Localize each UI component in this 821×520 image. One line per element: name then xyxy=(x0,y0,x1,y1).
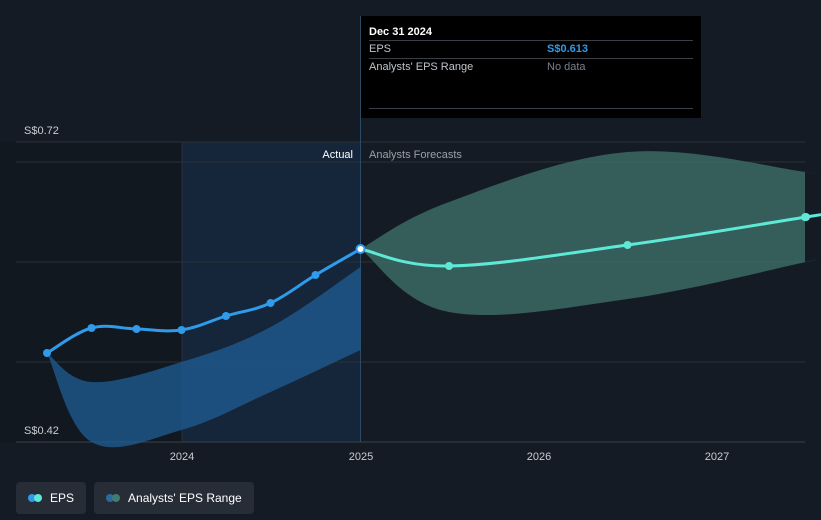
eps-range-band-actual xyxy=(47,267,361,448)
eps-swatch-icon xyxy=(28,494,42,502)
eps-actual-point xyxy=(132,325,141,333)
tooltip-eps-label: EPS xyxy=(369,43,392,55)
tooltip-date: Dec 31 2024 xyxy=(369,26,432,38)
tooltip-range-value: No data xyxy=(547,61,586,73)
legend-eps-button[interactable]: EPS xyxy=(16,482,87,514)
chart-legend: EPS Analysts' EPS Range xyxy=(16,482,254,514)
tooltip-eps-value: S$0.613 xyxy=(547,43,588,55)
eps-actual-point xyxy=(87,324,96,332)
eps-forecast-point xyxy=(623,241,632,249)
x-tick-2025: 2025 xyxy=(349,451,373,463)
eps-range-band-forecast xyxy=(360,151,821,316)
eps-actual-point xyxy=(177,326,186,334)
eps-actual-point xyxy=(266,299,275,307)
hover-tooltip: Dec 31 2024 EPS S$0.613 Analysts' EPS Ra… xyxy=(361,16,701,118)
legend-range-label: Analysts' EPS Range xyxy=(128,491,242,505)
x-tick-2026: 2026 xyxy=(527,451,551,463)
eps-actual-point xyxy=(311,271,320,279)
tooltip-range-label: Analysts' EPS Range xyxy=(369,61,474,73)
eps-forecast-point xyxy=(445,262,454,270)
x-tick-2024: 2024 xyxy=(170,451,194,463)
eps-actual-point xyxy=(222,312,231,320)
legend-eps-label: EPS xyxy=(50,491,75,505)
tooltip-row-eps: EPS S$0.613 xyxy=(369,40,693,58)
x-tick-2027: 2027 xyxy=(705,451,729,463)
forecast-region-label: Analysts Forecasts xyxy=(369,149,462,161)
tooltip-divider xyxy=(369,108,693,109)
eps-actual-line xyxy=(46,247,362,355)
tooltip-row-range: Analysts' EPS Range No data xyxy=(369,58,693,76)
eps-chart: S$0.72 S$0.42 Actual Analysts Forecasts … xyxy=(16,16,821,463)
y-axis-bottom-label: S$0.42 xyxy=(24,425,59,437)
y-axis-top-label: S$0.72 xyxy=(24,125,59,137)
eps-forecast-point xyxy=(801,213,809,222)
actual-region-label: Actual xyxy=(322,149,353,161)
eps-actual-point xyxy=(43,349,52,357)
range-swatch-icon xyxy=(106,494,121,502)
eps-actual-point xyxy=(355,244,366,254)
legend-range-button[interactable]: Analysts' EPS Range xyxy=(94,482,254,514)
